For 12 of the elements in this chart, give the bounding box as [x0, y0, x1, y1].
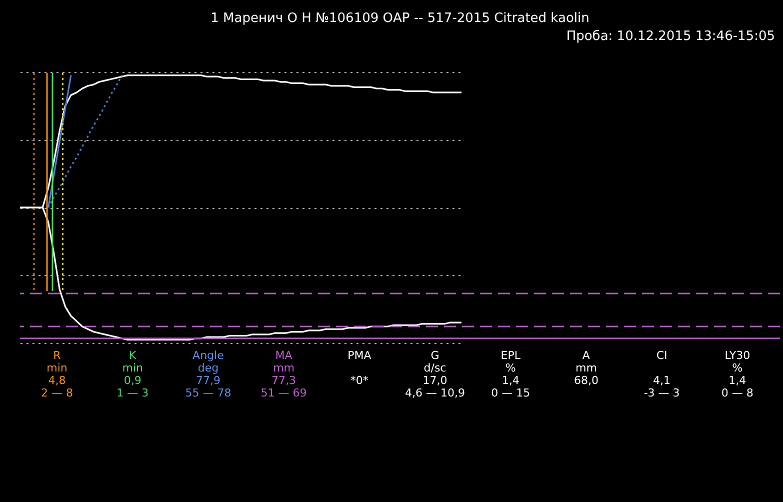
- chart-title: 1 Маренич О Н №106109 ОАР -- 517-2015 Citrated kaolin: [210, 11, 590, 26]
- text: PMA *0*: [348, 349, 372, 387]
- text: LY30 % 1,4 0 — 8: [721, 349, 754, 400]
- text: K min 0,9 1 — 3: [116, 349, 149, 400]
- text: Проба: 10.12.2015 13:46-15:05: [566, 29, 775, 44]
- text: Angle deg 77,9 55 — 78: [185, 349, 232, 400]
- text: MA mm 77,3 51 — 69: [260, 349, 307, 400]
- text: A mm 68,0: [574, 349, 598, 387]
- text: G d/sc 17,0 4,6 — 10,9: [405, 349, 465, 400]
- text: CI 4,1 -3 — 3: [644, 349, 680, 400]
- text: R min 4,8 2 — 8: [41, 349, 73, 400]
- text: EPL % 1,4 0 — 15: [491, 349, 530, 400]
